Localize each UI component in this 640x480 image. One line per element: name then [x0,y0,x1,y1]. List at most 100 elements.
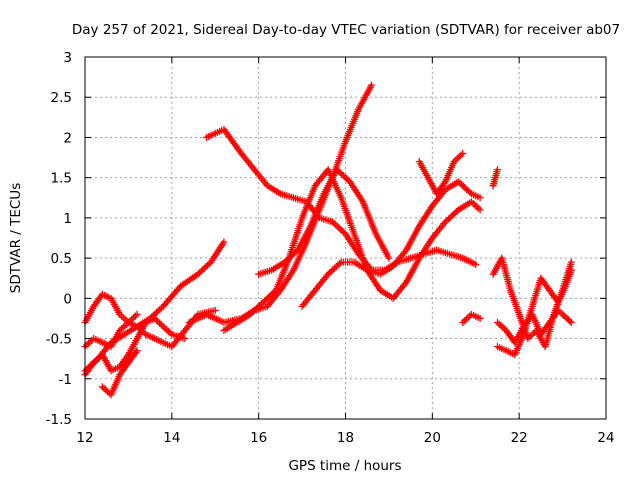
data-point [290,249,298,257]
data-marks [81,81,575,399]
data-point [558,310,566,318]
data-point [331,264,339,272]
data-point [84,339,92,347]
data-point [251,306,259,314]
data-point [456,179,464,187]
data-point [259,298,267,306]
data-point [100,384,108,392]
data-point [284,255,292,263]
y-tick-label: -0.5 [46,332,72,348]
data-point [334,261,342,269]
x-tick-label: 18 [337,430,354,446]
data-point [368,81,376,89]
data-point [163,326,171,334]
data-point [458,181,466,189]
data-point [332,263,340,271]
data-point [202,263,210,271]
y-tick-label: 2 [63,130,72,146]
data-point [199,266,207,274]
data-point [269,289,277,297]
data-point [339,172,347,180]
data-point [266,292,274,300]
y-axis-label: SDTVAR / TECUs [8,183,24,293]
data-point [248,309,256,317]
data-point [328,218,336,226]
x-tick-label: 24 [597,430,614,446]
data-point [474,204,482,212]
data-point [98,383,106,391]
data-point [329,266,337,274]
data-point [287,252,295,260]
data-point [324,270,332,278]
data-point [327,267,335,275]
series-arc-f [203,125,480,274]
data-point [567,258,575,266]
data-point [464,187,472,195]
data-point [267,291,275,299]
y-tick-label: 2.5 [51,90,72,106]
data-point [257,300,265,308]
data-point [448,212,456,220]
data-point [499,323,507,331]
series-arc-p [493,266,575,359]
data-point [385,254,393,262]
data-point [332,221,340,229]
data-point [338,170,346,178]
data-point [161,324,169,332]
data-point [473,203,481,211]
data-point [211,306,219,314]
data-point [457,151,465,159]
data-point [289,251,297,259]
x-axis-label: GPS time / hours [288,458,401,474]
x-tick-label: 16 [250,430,267,446]
data-point [567,266,575,274]
data-point [131,312,139,320]
data-point [261,297,269,305]
data-point [157,321,165,329]
data-point [466,188,474,196]
data-point [462,315,470,323]
data-point [159,322,167,330]
x-tick-label: 22 [511,430,528,446]
y-tick-label: 0.5 [51,251,72,267]
data-point [158,304,166,312]
data-point [153,308,161,316]
data-point [460,317,468,325]
y-tick-label: 3 [63,50,72,66]
data-point [343,175,351,183]
data-point [156,305,164,313]
data-point [164,327,172,335]
data-point [252,304,260,312]
data-point [333,222,341,230]
data-point [446,213,454,221]
y-tick-label: -1 [59,372,72,388]
data-point [454,154,462,162]
data-point [264,294,272,302]
data-point [83,341,91,349]
series-arc-l [459,310,484,326]
data-point [330,219,338,227]
data-point [336,260,344,268]
series-arc-i [255,166,393,278]
x-tick-label: 12 [76,430,93,446]
chart-title: Day 257 of 2021, Sidereal Day-to-day VTE… [72,22,620,38]
data-point [341,173,349,181]
data-point [156,319,164,327]
data-point [282,257,290,265]
y-tick-label: -1.5 [46,412,72,428]
data-point [469,199,477,207]
data-point [441,218,449,226]
data-point [121,315,129,323]
data-point [197,267,205,275]
data-point [128,315,136,323]
x-tick-labels: 12 14 16 18 20 22 24 [76,430,614,446]
data-point [154,307,162,315]
data-point [497,322,505,330]
y-tick-label: 0 [63,291,72,307]
data-point [461,184,469,192]
data-point [455,153,463,161]
data-point [472,261,480,269]
data-point [119,323,127,331]
data-point [119,314,127,322]
